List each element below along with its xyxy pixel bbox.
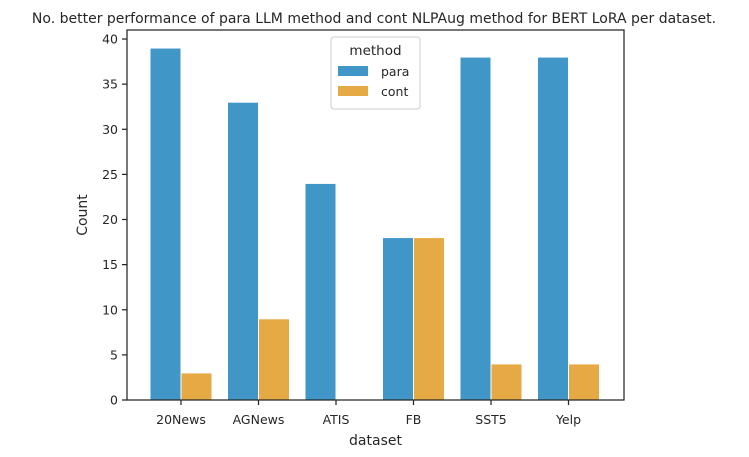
plot-frame — [126, 29, 625, 401]
x-tick-label: SST5 — [475, 412, 506, 427]
chart-title: No. better performance of para LLM metho… — [32, 11, 716, 27]
legend-label-cont: cont — [381, 84, 408, 99]
x-tick-label: AGNews — [233, 412, 285, 427]
y-tick-label: 15 — [102, 257, 118, 272]
y-tick-label: 20 — [102, 212, 118, 227]
bar-para-agnews — [227, 101, 259, 401]
x-axis-ticks: 20News AGNews ATIS FB SST5 Yelp — [156, 400, 581, 427]
y-tick-label: 10 — [102, 302, 118, 317]
legend-label-para: para — [381, 64, 409, 79]
y-tick-label: 30 — [102, 122, 118, 137]
legend: method para cont — [330, 36, 421, 110]
legend-swatch-cont — [338, 86, 368, 96]
y-tick-label: 5 — [110, 347, 118, 362]
y-tick-label: 0 — [110, 393, 118, 408]
x-axis-label: dataset — [349, 433, 402, 449]
bar-cont-sst5 — [490, 363, 523, 401]
bar-para-sst5 — [459, 56, 492, 401]
bar-para-20news — [149, 47, 182, 401]
x-tick-label: ATIS — [323, 412, 350, 427]
y-axis-label: Count — [75, 194, 91, 236]
bar-para-yelp — [537, 56, 569, 401]
x-tick-label: 20News — [156, 412, 206, 427]
x-tick-label: FB — [406, 412, 422, 427]
bar-para-atis — [304, 182, 337, 401]
bars-group — [149, 47, 600, 401]
y-tick-label: 40 — [102, 32, 118, 47]
legend-title: method — [349, 43, 401, 59]
y-tick-label: 35 — [102, 77, 118, 92]
bar-cont-yelp — [568, 363, 600, 401]
bar-cont-agnews — [258, 318, 290, 401]
bar-para-fb — [382, 237, 414, 401]
bar-cont-fb — [413, 237, 445, 401]
x-tick-label: Yelp — [555, 412, 581, 427]
legend-swatch-para — [338, 66, 368, 76]
bar-cont-20news — [180, 372, 213, 401]
y-tick-label: 25 — [102, 167, 118, 182]
y-axis-ticks: 0 5 10 15 20 25 30 35 40 — [102, 32, 127, 408]
